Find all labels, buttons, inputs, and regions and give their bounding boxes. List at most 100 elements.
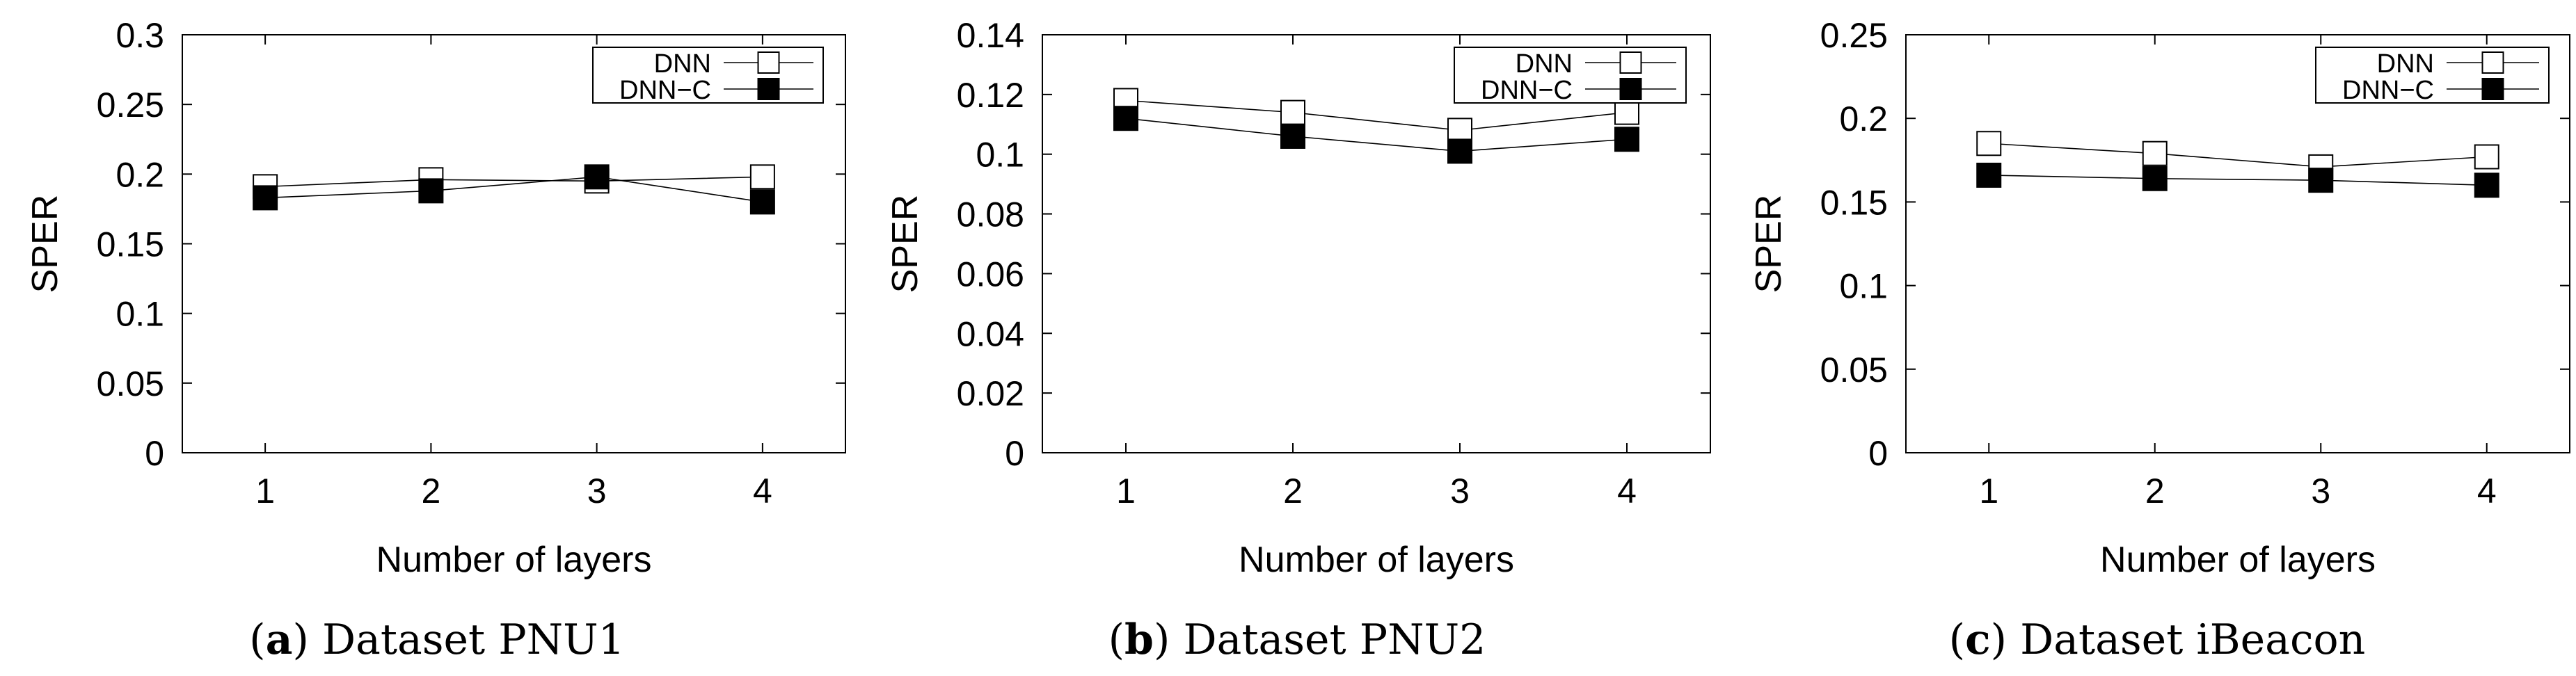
caption: (c) Dataset iBeacon: [1949, 615, 2366, 664]
caption-letter: c: [1965, 615, 1991, 664]
y-axis-label: SPER: [1749, 195, 1789, 293]
y-tick-label: 0.12: [957, 76, 1024, 115]
y-tick-label: 0.04: [957, 314, 1024, 353]
y-tick-label: 0.05: [97, 364, 164, 403]
y-tick-label: 0.25: [1820, 16, 1888, 55]
x-tick-label: 2: [1283, 472, 1303, 510]
dnn-c-marker: [2142, 166, 2168, 191]
dnn-marker: [1614, 99, 1639, 125]
caption: (a) Dataset PNU1: [249, 615, 625, 664]
legend-label-dnn: DNN: [2377, 49, 2434, 79]
y-axis-label: SPER: [25, 195, 65, 293]
plot-frame: [1905, 34, 2570, 453]
dnn-c-marker: [253, 185, 278, 211]
x-axis-label: Number of layers: [1239, 540, 1514, 580]
caption-paren-close: ): [1991, 615, 2007, 664]
caption-text: Dataset PNU1: [309, 615, 625, 664]
legend-marker-dnn: [757, 51, 780, 74]
dnn-marker: [2142, 140, 2168, 166]
legend-box: [592, 47, 824, 104]
x-tick-label: 4: [1617, 472, 1637, 510]
y-tick-label: 0.1: [1839, 267, 1888, 306]
legend-marker-dnn: [2481, 51, 2504, 74]
y-axis-label: SPER: [885, 195, 925, 293]
legend-label-dnn: DNN: [1516, 49, 1573, 79]
x-tick-label: 4: [753, 472, 772, 510]
series-line-dnn-c: [1125, 118, 1628, 152]
y-tick-label: 0.3: [116, 16, 164, 55]
legend-label-dnn-c: DNN−C: [619, 76, 711, 105]
caption: (b) Dataset PNU2: [1108, 615, 1486, 664]
dnn-c-marker: [749, 189, 775, 215]
legend-marker-dnn-c: [1619, 78, 1642, 100]
series-line-dnn: [265, 176, 763, 188]
series-line-dnn: [1125, 99, 1628, 131]
y-tick-label: 0: [1868, 434, 1888, 473]
y-tick-label: 0.15: [97, 225, 164, 264]
dnn-marker: [2474, 144, 2499, 170]
x-tick-label: 3: [1450, 472, 1470, 510]
y-tick-label: 0.2: [116, 155, 164, 194]
chart-panel-c: 0 0.05 0.1 0.15 0.2 0.25 1 2 3 4 Number of layers S…: [1749, 16, 2570, 664]
legend-marker-dnn: [1619, 51, 1642, 74]
y-tick-label: 0.05: [1820, 351, 1888, 389]
dnn-c-marker: [418, 178, 444, 204]
caption-paren-close: ): [292, 615, 308, 664]
dnn-c-marker: [1614, 127, 1639, 152]
caption-text: Dataset PNU2: [1170, 615, 1486, 664]
caption-paren-close: ): [1154, 615, 1170, 664]
x-tick-label: 1: [1116, 472, 1136, 510]
legend-marker-dnn-c: [757, 78, 780, 100]
y-tick-label: 0.1: [116, 295, 164, 334]
plot-frame: [1042, 34, 1711, 453]
y-tick-label: 0.08: [957, 195, 1024, 234]
dnn-c-marker: [1113, 106, 1138, 131]
dnn-marker: [1976, 131, 2002, 156]
caption-text: Dataset iBeacon: [2007, 615, 2365, 664]
x-axis-label: Number of layers: [2100, 540, 2376, 580]
series-line-dnn-c: [1989, 175, 2487, 186]
x-tick-label: 3: [587, 472, 607, 510]
caption-paren-open: (: [1949, 615, 1965, 664]
legend-label-dnn: DNN: [654, 49, 711, 79]
dnn-c-marker: [2474, 172, 2499, 198]
x-tick-label: 2: [421, 472, 440, 510]
x-tick-label: 4: [2477, 472, 2497, 510]
x-tick-label: 3: [2311, 472, 2330, 510]
legend-marker-dnn-c: [2481, 78, 2504, 100]
dnn-c-marker: [584, 164, 610, 190]
y-tick-label: 0: [145, 434, 164, 473]
x-tick-label: 2: [2145, 472, 2165, 510]
legend-box: [2315, 47, 2550, 104]
y-tick-label: 0.2: [1839, 99, 1888, 138]
chart-panel-a: 0 0.05 0.1 0.15 0.2 0.25 0.3 1 2 3 4 Number of laye…: [25, 16, 846, 664]
dnn-c-marker: [1976, 162, 2002, 188]
y-tick-label: 0.06: [957, 255, 1024, 293]
y-tick-label: 0.14: [957, 16, 1024, 55]
y-tick-label: 0.25: [97, 86, 164, 124]
caption-paren-open: (: [249, 615, 265, 664]
y-tick-label: 0: [1005, 434, 1024, 473]
legend-label-dnn-c: DNN−C: [2342, 76, 2434, 105]
x-tick-label: 1: [255, 472, 275, 510]
y-tick-label: 0.15: [1820, 183, 1888, 222]
legend-box: [1454, 47, 1687, 104]
x-axis-label: Number of layers: [376, 540, 652, 580]
dnn-c-marker: [1280, 123, 1305, 149]
caption-letter: a: [266, 615, 293, 664]
legend-label-dnn-c: DNN−C: [1481, 76, 1573, 105]
caption-letter: b: [1124, 615, 1154, 664]
series-line-dnn-c: [265, 176, 763, 203]
dnn-marker: [1447, 118, 1472, 143]
series-line-dnn: [1989, 143, 2487, 168]
dnn-marker: [1280, 99, 1305, 125]
y-tick-label: 0.02: [957, 374, 1024, 413]
y-tick-label: 0.1: [976, 136, 1024, 175]
x-tick-label: 1: [1979, 472, 1998, 510]
dnn-c-marker: [2308, 168, 2334, 193]
chart-panel-b: 0 0.02 0.04 0.06 0.08 0.1 0.12 0.14 1 2 3 4 Number o…: [885, 16, 1711, 664]
